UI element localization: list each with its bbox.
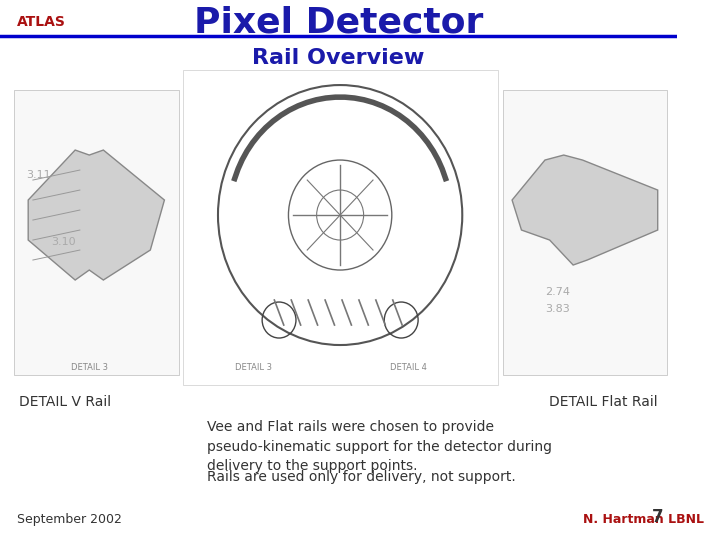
Polygon shape [28,150,164,280]
Text: DETAIL V Rail: DETAIL V Rail [19,395,111,409]
Text: N. Hartman LBNL: N. Hartman LBNL [582,513,703,526]
Text: DETAIL 3: DETAIL 3 [235,363,272,372]
Text: DETAIL Flat Rail: DETAIL Flat Rail [549,395,657,409]
Text: ATLAS: ATLAS [17,15,66,29]
Text: 3.11: 3.11 [27,170,51,180]
Text: 2.74: 2.74 [545,287,570,297]
FancyBboxPatch shape [503,90,667,375]
Text: Rail Overview: Rail Overview [252,48,424,68]
Text: Vee and Flat rails were chosen to provide
pseudo-kinematic support for the detec: Vee and Flat rails were chosen to provid… [207,420,552,473]
Text: 7: 7 [652,508,664,526]
Text: September 2002: September 2002 [17,513,122,526]
FancyBboxPatch shape [14,90,179,375]
FancyBboxPatch shape [183,70,498,385]
Text: DETAIL 4: DETAIL 4 [390,363,427,372]
Text: 3.10: 3.10 [52,237,76,247]
Text: Rails are used only for delivery, not support.: Rails are used only for delivery, not su… [207,470,516,484]
Text: DETAIL 3: DETAIL 3 [71,363,108,372]
Polygon shape [512,155,657,265]
Text: Pixel Detector: Pixel Detector [194,5,483,39]
Text: 3.83: 3.83 [545,304,570,314]
